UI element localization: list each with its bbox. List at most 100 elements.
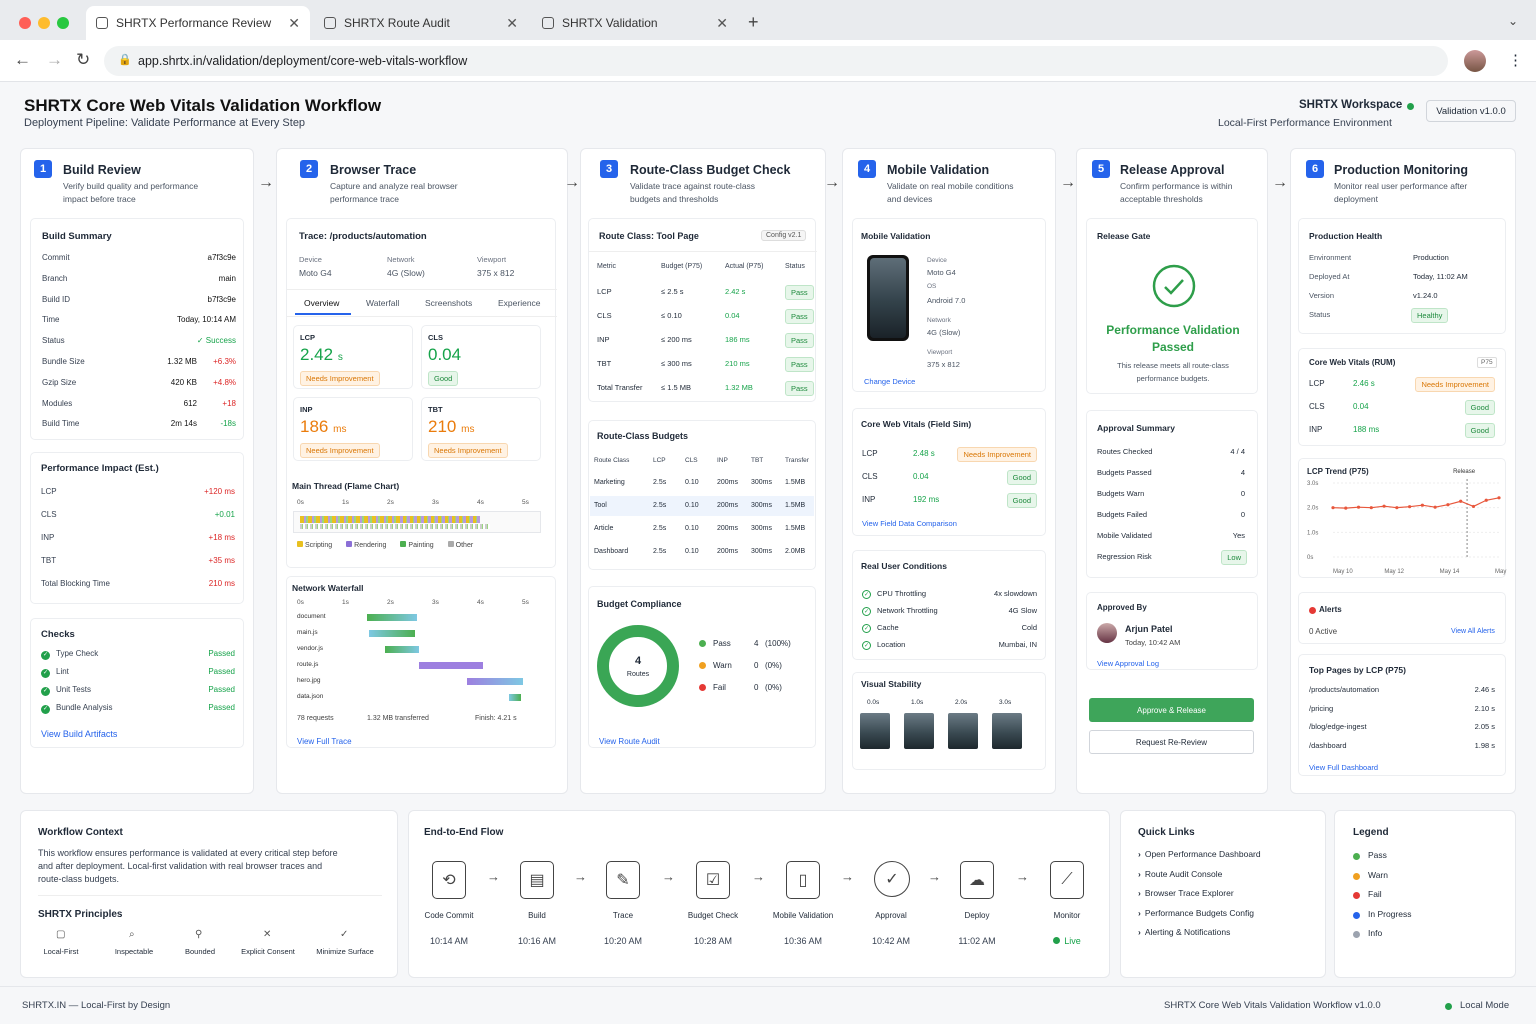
address-bar[interactable]: 🔒 app.shrtx.in/validation/deployment/cor…: [104, 46, 1448, 76]
close-tab-icon[interactable]: ✕: [506, 15, 518, 31]
flow-step-label: Approval: [875, 911, 907, 920]
quick-link[interactable]: › Route Audit Console: [1138, 869, 1222, 879]
budget-col-header: Actual (P75): [725, 263, 764, 270]
pass-badge: Pass: [785, 333, 814, 348]
device-label: Device: [927, 257, 947, 264]
page-path: /pricing: [1309, 703, 1334, 713]
view-approval-log-link[interactable]: View Approval Log: [1097, 659, 1159, 668]
ruc-label: Cache: [877, 623, 899, 632]
flame-tick-label: 3s: [432, 499, 439, 506]
trend-line: [1332, 497, 1500, 509]
painting-swatch: [400, 541, 407, 547]
quick-link[interactable]: › Open Performance Dashboard: [1138, 849, 1261, 859]
approver-name: Arjun Patel: [1125, 624, 1173, 634]
mobile-icon: ▯: [786, 861, 820, 899]
legend-dot: [1353, 853, 1360, 860]
alert-icon: [1309, 607, 1316, 614]
rc-cell: 1.5MB: [785, 479, 806, 486]
quick-link[interactable]: › Performance Budgets Config: [1138, 908, 1254, 918]
new-tab-button[interactable]: +: [748, 12, 759, 32]
principle-label: Local-First: [43, 947, 79, 956]
change-device-link[interactable]: Change Device: [864, 377, 916, 386]
tab-waterfall[interactable]: Waterfall: [366, 298, 400, 308]
top-pages-panel: Top Pages by LCP (P75) View Full Dashboa…: [1298, 654, 1506, 776]
build-row-label: Modules: [42, 398, 73, 408]
impact-row-label: Total Blocking Time: [41, 579, 110, 588]
profile-avatar[interactable]: [1464, 50, 1486, 72]
view-build-artifacts-link[interactable]: View Build Artifacts: [41, 729, 118, 739]
rc-cell: 0.10: [685, 502, 699, 509]
rc-row-highlight: [590, 496, 814, 516]
x-tick-label: May 10: [1333, 569, 1353, 575]
arrow-right-icon: →: [752, 869, 765, 884]
lock-icon: ▢: [56, 929, 66, 940]
request-rereview-button[interactable]: Request Re-Review: [1089, 730, 1254, 754]
trend-point: [1433, 505, 1437, 509]
flow-step-label: Code Commit: [424, 911, 474, 920]
close-tab-icon[interactable]: ✕: [716, 15, 728, 31]
tab-route-audit[interactable]: SHRTX Route Audit ✕: [314, 6, 528, 40]
waterfall-file-name: document: [297, 613, 326, 620]
tab-label: SHRTX Route Audit: [344, 16, 450, 30]
tab-overview[interactable]: Overview: [304, 298, 340, 308]
ruc-label: CPU Throttling: [877, 589, 927, 598]
health-label: Environment: [1309, 253, 1352, 262]
tab-performance-review[interactable]: SHRTX Performance Review ✕: [86, 6, 310, 40]
rum-value: 188 ms: [1353, 425, 1380, 434]
metric-name: CLS: [428, 333, 443, 342]
tab-validation[interactable]: SHRTX Validation ✕: [532, 6, 738, 40]
quick-link[interactable]: › Browser Trace Explorer: [1138, 888, 1234, 898]
alerts-active-count: 0 Active: [1309, 627, 1338, 636]
close-tab-icon[interactable]: ✕: [288, 15, 300, 31]
flow-time-text: 10:36 AM: [783, 936, 823, 946]
rc-cell: 200ms: [717, 525, 739, 532]
check-status: Passed: [208, 703, 235, 712]
view-full-dashboard-link[interactable]: View Full Dashboard: [1309, 763, 1379, 772]
back-icon[interactable]: ←: [14, 50, 31, 69]
menu-icon[interactable]: ⋮: [1508, 52, 1523, 69]
approve-release-button[interactable]: Approve & Release: [1089, 698, 1254, 722]
budget-limit: ≤ 1.5 MB: [661, 383, 691, 392]
reload-icon[interactable]: ↻: [76, 50, 91, 69]
arrow-right-icon: →: [574, 869, 587, 884]
flame-chart[interactable]: [293, 511, 541, 533]
budget-metric: Total Transfer: [597, 383, 643, 392]
local-mode-label: Local Mode: [1460, 1000, 1510, 1011]
step-desc: acceptable thresholds: [1120, 194, 1203, 204]
x-tick-label: May 12: [1384, 569, 1404, 575]
view-full-trace-link[interactable]: View Full Trace: [297, 737, 352, 746]
minimize-window-button[interactable]: [38, 17, 50, 29]
summary-value: Yes: [1232, 531, 1245, 540]
viewport-label: Viewport: [477, 255, 507, 264]
forward-icon[interactable]: →: [46, 50, 63, 69]
step-desc: Validate on real mobile conditions: [887, 181, 1014, 191]
arrow-right-icon: →: [824, 174, 840, 191]
tab-experience[interactable]: Experience: [498, 298, 541, 308]
ruc-row: ✓ Cache: [862, 623, 899, 633]
rc-cell: 300ms: [751, 502, 773, 509]
tab-screenshots[interactable]: Screenshots: [425, 298, 473, 308]
close-window-button[interactable]: [19, 17, 31, 29]
check-label: Bundle Analysis: [56, 703, 113, 712]
y-tick-label: 0s: [1307, 555, 1313, 561]
flow-step-time: 10:16 AM: [487, 936, 587, 946]
view-all-alerts-link[interactable]: View All Alerts: [1451, 628, 1495, 635]
maximize-window-button[interactable]: [57, 17, 69, 29]
metric-name: TBT: [428, 405, 443, 414]
flow-step-label: Budget Check: [687, 911, 739, 920]
legend-count: 0: [754, 661, 759, 670]
page-lcp: 2.05 s: [1474, 722, 1495, 731]
status-badge: Good: [1464, 423, 1495, 438]
view-route-audit-link[interactable]: View Route Audit: [599, 737, 660, 746]
rc-col-header: CLS: [685, 457, 698, 464]
tab-search-icon[interactable]: ⌄: [1508, 14, 1519, 28]
viewport-label: Viewport: [927, 349, 953, 356]
metric-unit: ms: [461, 424, 475, 435]
lcp-trend-chart[interactable]: 3.0s 2.0s 1.0s 0s May 10 May 12 May 14 May 16 Re…: [1299, 459, 1507, 579]
metric-value: 0.04: [428, 345, 462, 364]
quick-link[interactable]: › Alerting & Notifications: [1138, 927, 1230, 937]
field-data-comparison-link[interactable]: View Field Data Comparison: [862, 519, 957, 528]
step-title: Release Approval: [1120, 163, 1225, 177]
rc-col-header: INP: [717, 457, 728, 464]
environment-label: Local-First Performance Environment: [1218, 117, 1392, 129]
